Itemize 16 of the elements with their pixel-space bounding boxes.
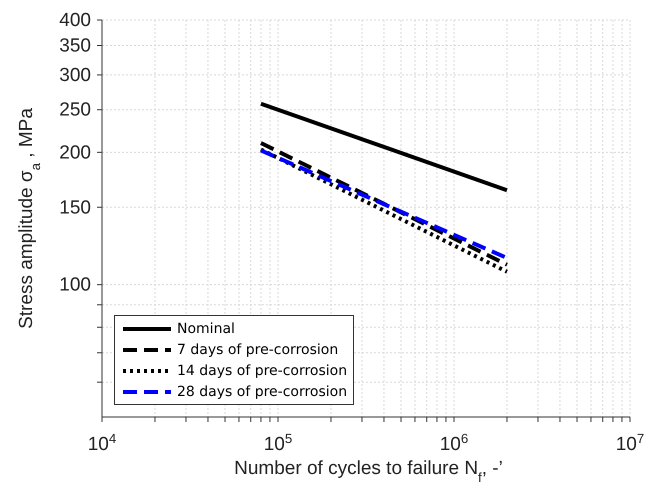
y-tick-label: 350 bbox=[59, 35, 91, 56]
x-tick-label: 10$^{6}$ bbox=[440, 430, 468, 455]
x-tick-label: 10$^{7}$ bbox=[616, 430, 644, 455]
x-tick-label: 10$^{4}$ bbox=[88, 430, 116, 455]
y-tick-label: 150 bbox=[59, 197, 91, 218]
legend-label: 7 days of pre-corrosion bbox=[177, 342, 338, 358]
legend-label: 28 days of pre-corrosion bbox=[177, 384, 348, 400]
y-tick-label: 300 bbox=[59, 64, 91, 86]
legend-label: Nominal bbox=[177, 320, 235, 336]
y-tick-label: 200 bbox=[59, 142, 91, 164]
legend-label: 14 days of pre-corrosion bbox=[177, 362, 348, 378]
y-tick-label: 250 bbox=[59, 100, 91, 121]
y-tick-label: 400 bbox=[59, 10, 91, 31]
x-tick-label: 10$^{5}$ bbox=[264, 430, 292, 455]
y-tick-label: 100 bbox=[59, 274, 91, 296]
x-axis-title: Number of cycles to failure N$_{f}$, -’ bbox=[234, 458, 503, 484]
